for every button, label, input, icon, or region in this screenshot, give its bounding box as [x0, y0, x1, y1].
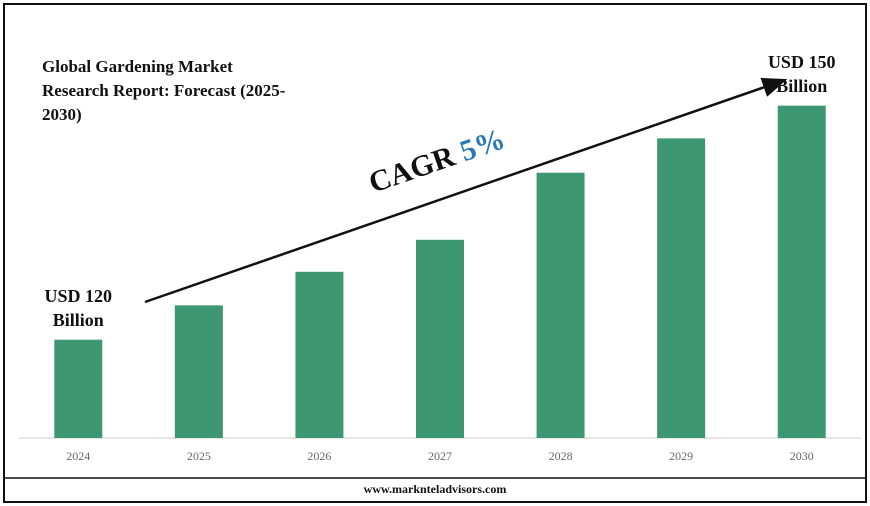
x-tick-label: 2027: [428, 449, 452, 463]
bar: [54, 339, 103, 438]
chart-title: Global Gardening Market Research Report:…: [42, 57, 286, 124]
x-tick-label: 2024: [66, 449, 90, 463]
bar: [657, 138, 706, 438]
x-tick-label: 2028: [549, 449, 573, 463]
bar: [295, 271, 344, 438]
value-label: USD 120 Billion: [44, 285, 113, 330]
frame: [3, 3, 867, 503]
cagr-value: 5%: [456, 122, 509, 168]
bar: [174, 305, 223, 438]
bar: [536, 172, 585, 438]
bar: [416, 239, 464, 438]
footer-text: www.marknteladvisors.com: [364, 482, 507, 496]
value-label: USD 150 Billion: [767, 51, 836, 96]
cagr-text: CAGR: [365, 140, 460, 200]
x-tick-label: 2030: [790, 449, 814, 463]
x-tick-label: 2029: [669, 449, 693, 463]
x-tick-label: 2025: [187, 449, 211, 463]
cagr-annotation: CAGR5%: [365, 122, 509, 199]
bar: [777, 105, 826, 439]
trend-arrow: [144, 77, 788, 304]
x-tick-label: 2026: [307, 449, 331, 463]
